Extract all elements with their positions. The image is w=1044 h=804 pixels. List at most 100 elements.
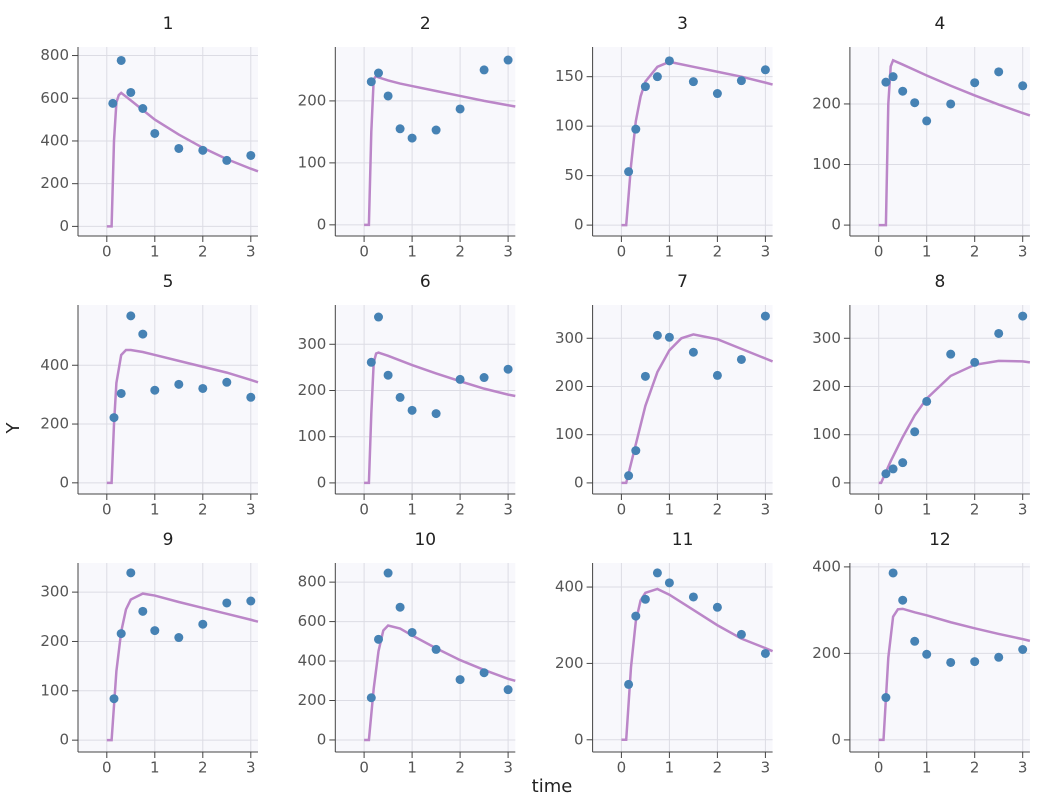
data-point <box>198 619 208 629</box>
y-tick-label: 200 <box>812 377 841 395</box>
data-point <box>407 627 417 637</box>
model-line <box>621 333 774 485</box>
x-tick-label: 2 <box>713 243 723 261</box>
data-point <box>688 592 698 602</box>
y-tick-label: 0 <box>59 473 69 491</box>
panel-title: 12 <box>929 530 951 550</box>
y-tick-label: 300 <box>40 583 69 601</box>
x-axis-label: time <box>532 776 573 797</box>
data-point <box>455 675 465 685</box>
x-tick-label: 0 <box>102 759 112 777</box>
x-tick-label: 3 <box>1018 243 1028 261</box>
plot-background <box>335 47 516 236</box>
y-tick-label: 200 <box>812 644 841 662</box>
panel-title: 4 <box>934 14 945 34</box>
panel-title: 6 <box>420 272 431 292</box>
x-tick-label: 1 <box>150 759 160 777</box>
data-point <box>116 629 126 639</box>
data-point <box>970 357 980 367</box>
data-point <box>910 636 920 646</box>
y-tick-label: 200 <box>298 691 327 709</box>
y-tick-label: 0 <box>59 217 69 235</box>
data-point <box>946 657 956 667</box>
data-point <box>503 685 513 695</box>
y-tick-label: 100 <box>812 155 841 173</box>
x-tick-label: 2 <box>713 501 723 519</box>
data-point <box>138 104 148 114</box>
y-tick-label: 400 <box>555 578 584 596</box>
x-tick-label: 1 <box>407 243 417 261</box>
y-tick-label: 300 <box>555 329 584 347</box>
x-tick-label: 0 <box>102 243 112 261</box>
x-tick-label: 2 <box>455 243 465 261</box>
data-point <box>383 568 393 578</box>
data-point <box>395 392 405 402</box>
data-point <box>994 652 1004 662</box>
data-point <box>712 602 722 612</box>
data-point <box>898 86 908 96</box>
data-point <box>652 330 662 340</box>
y-tick-label: 50 <box>565 166 584 184</box>
data-point <box>150 626 160 636</box>
x-tick-label: 2 <box>970 759 980 777</box>
data-point <box>736 354 746 364</box>
data-point <box>736 629 746 639</box>
data-point <box>374 634 383 644</box>
plot-background <box>849 47 1030 236</box>
y-tick-label: 0 <box>574 730 584 748</box>
panel-title: 11 <box>672 530 694 550</box>
data-point <box>174 143 184 153</box>
x-tick-label: 1 <box>922 243 932 261</box>
data-point <box>374 68 383 78</box>
data-point <box>688 77 698 87</box>
data-point <box>624 471 634 481</box>
data-point <box>198 145 208 155</box>
data-point <box>503 364 513 374</box>
data-point <box>109 694 119 704</box>
x-tick-label: 1 <box>150 501 160 519</box>
panel-title: 8 <box>934 272 945 292</box>
x-tick-label: 3 <box>761 759 771 777</box>
data-point <box>246 150 256 160</box>
x-tick-label: 2 <box>455 759 465 777</box>
plot-background <box>592 563 773 752</box>
data-point <box>664 332 674 342</box>
model-line <box>106 91 259 228</box>
data-point <box>383 370 393 380</box>
model-line <box>364 351 516 485</box>
y-tick-label: 100 <box>298 153 327 171</box>
y-tick-label: 150 <box>555 67 584 85</box>
x-tick-label: 0 <box>359 243 369 261</box>
model-line <box>106 592 259 742</box>
x-tick-label: 3 <box>761 501 771 519</box>
x-tick-label: 2 <box>198 501 208 519</box>
data-point <box>760 648 770 658</box>
data-point <box>736 76 746 86</box>
data-point <box>407 405 417 415</box>
data-point <box>150 385 160 395</box>
x-tick-label: 2 <box>970 243 980 261</box>
x-tick-label: 3 <box>761 243 771 261</box>
data-point <box>383 91 393 101</box>
data-point <box>1018 81 1028 91</box>
x-tick-label: 0 <box>874 501 884 519</box>
data-point <box>246 392 256 402</box>
data-point <box>222 598 232 608</box>
x-tick-label: 3 <box>1018 759 1028 777</box>
data-point <box>395 602 405 612</box>
data-point <box>631 446 641 456</box>
x-tick-label: 1 <box>922 759 932 777</box>
plot-background <box>78 305 258 494</box>
x-tick-label: 0 <box>617 501 627 519</box>
data-point <box>395 124 405 134</box>
data-point <box>881 77 891 87</box>
data-point <box>138 329 148 339</box>
data-point <box>898 458 908 468</box>
model-line <box>878 607 1031 742</box>
data-point <box>222 155 232 165</box>
x-tick-label: 3 <box>503 243 513 261</box>
data-point <box>455 374 465 384</box>
data-point <box>910 98 920 108</box>
y-tick-label: 0 <box>317 215 327 233</box>
